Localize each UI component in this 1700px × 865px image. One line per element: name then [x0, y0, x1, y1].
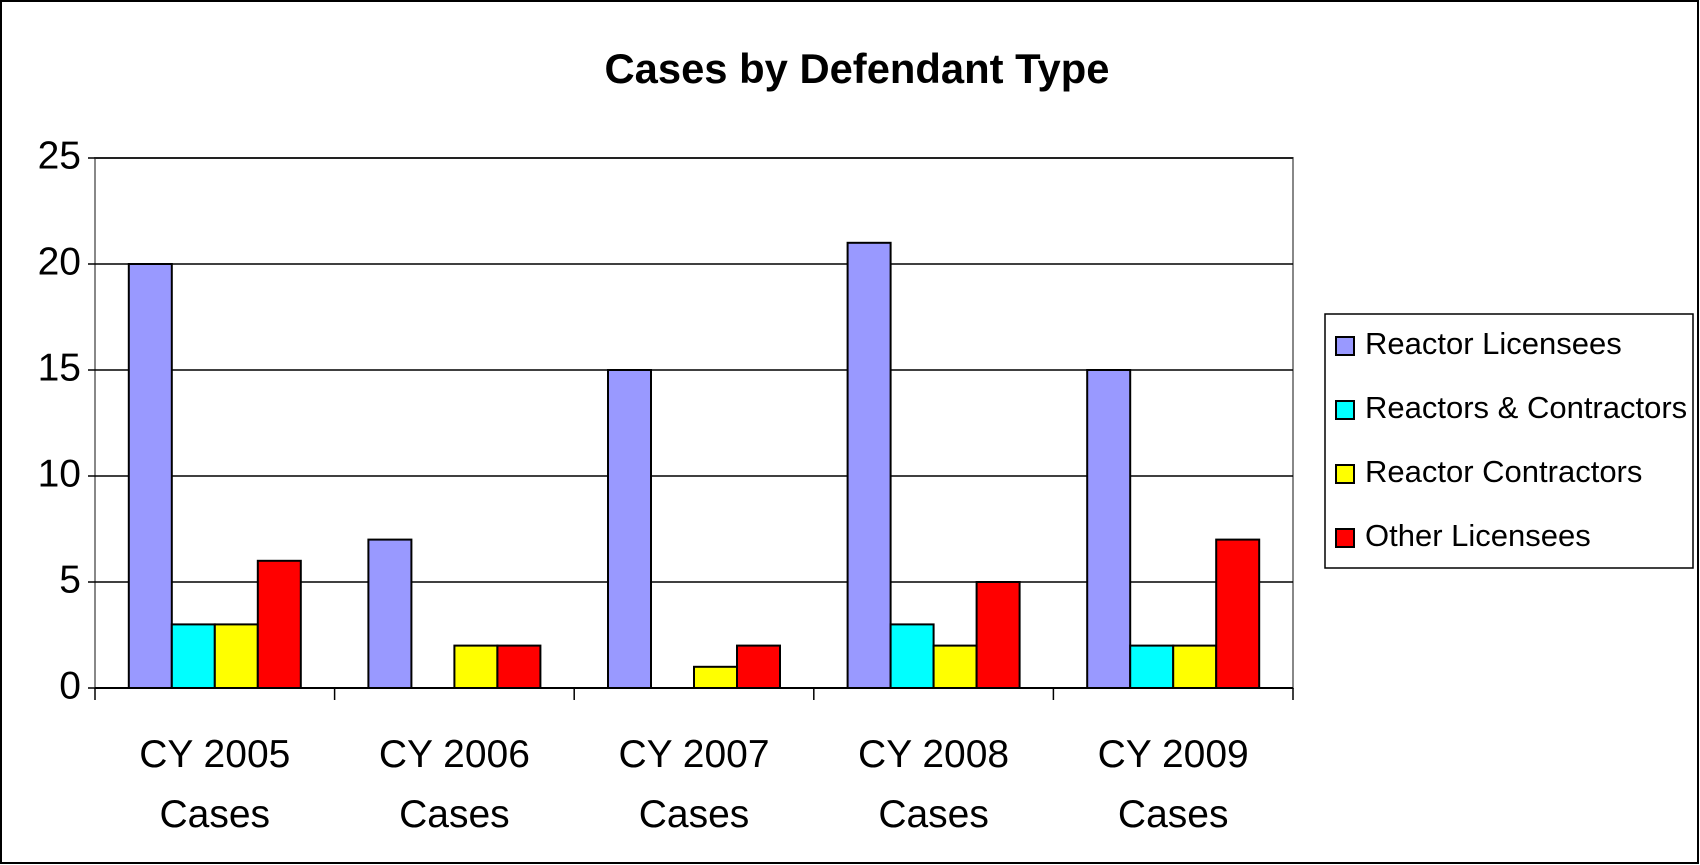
bar [1129, 644, 1175, 689]
legend-swatch [1335, 464, 1355, 484]
x-tick-label: CY 2006 Cases [378, 733, 530, 836]
y-tick-label: 20 [38, 240, 81, 283]
bar [975, 581, 1021, 689]
bar [127, 263, 173, 689]
bar [1215, 538, 1261, 689]
y-tick-label: 10 [38, 452, 81, 495]
legend-label: Reactor Licensees [1365, 326, 1622, 361]
x-tick-label: CY 2005 Cases [139, 733, 291, 836]
bar [693, 665, 738, 689]
bar [846, 241, 892, 690]
legend-swatch [1335, 400, 1355, 420]
bar [889, 623, 935, 690]
bar [496, 644, 542, 689]
bar [213, 623, 259, 690]
bar [736, 644, 781, 689]
y-tick-label: 0 [59, 664, 81, 707]
bar [607, 369, 652, 689]
y-tick-label: 5 [59, 558, 81, 601]
legend-label: Other Licensees [1365, 518, 1591, 553]
y-tick-label: 25 [38, 134, 81, 177]
bar [170, 623, 216, 690]
legend-swatch [1335, 528, 1355, 548]
x-tick-label: CY 2009 Cases [1097, 733, 1249, 836]
bar [932, 644, 978, 689]
x-tick-label: CY 2007 Cases [618, 733, 770, 836]
bar [1172, 644, 1218, 689]
legend-box [1324, 313, 1694, 569]
legend-label: Reactor Contractors [1365, 454, 1642, 489]
bar [1086, 369, 1132, 689]
x-tick-label: CY 2008 Cases [858, 733, 1010, 836]
bar [256, 559, 302, 689]
y-tick-label: 15 [38, 346, 81, 389]
legend-swatch [1335, 336, 1355, 356]
legend-label: Reactors & Contractors [1365, 390, 1687, 425]
chart-title: Cases by Defendant Type [605, 45, 1110, 92]
bar [453, 644, 499, 689]
bar [367, 538, 413, 689]
